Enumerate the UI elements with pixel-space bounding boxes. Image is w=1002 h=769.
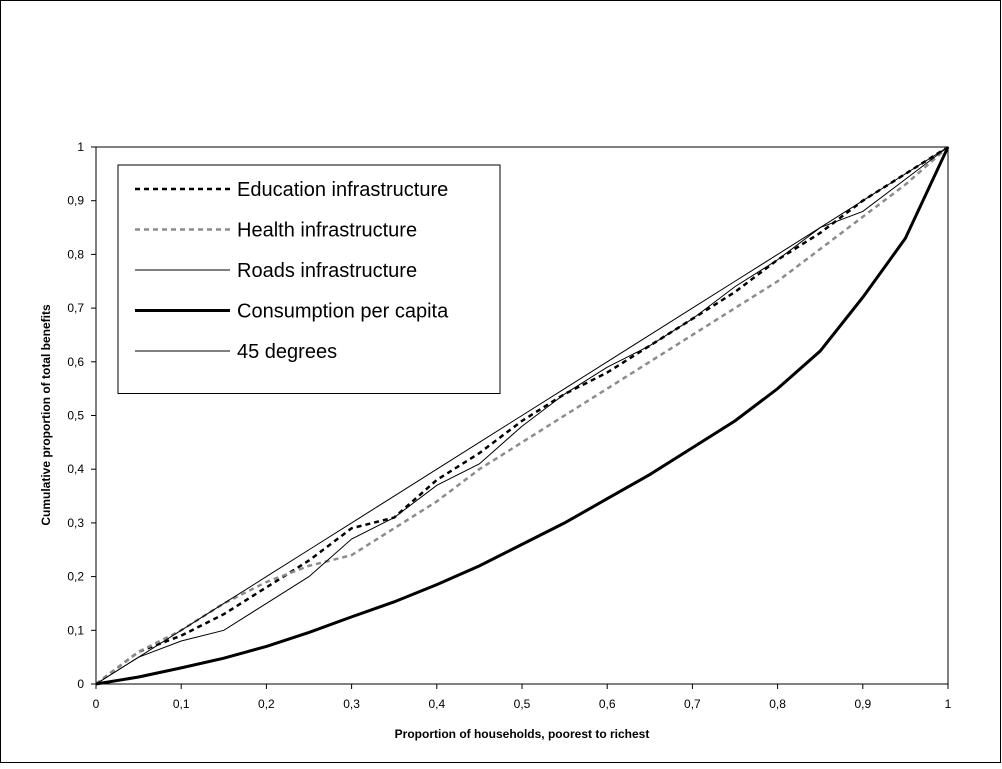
x-tick-label: 0,3 xyxy=(343,697,360,711)
y-tick-label: 0,3 xyxy=(67,516,84,530)
x-tick-label: 0,7 xyxy=(684,697,701,711)
x-tick-label: 0,8 xyxy=(769,697,786,711)
series-line xyxy=(95,146,949,685)
legend-label: 45 degrees xyxy=(237,341,337,363)
y-axis-title: Cumulative proportion of total benefits xyxy=(39,304,53,526)
x-tick-label: 0,2 xyxy=(258,697,275,711)
x-tick-label: 0,4 xyxy=(428,697,445,711)
series-line xyxy=(95,146,949,685)
y-tick-label: 1 xyxy=(77,140,84,154)
legend-label: Consumption per capita xyxy=(237,301,449,323)
y-tick-label: 0,4 xyxy=(67,462,84,476)
legend-label: Health infrastructure xyxy=(237,220,417,242)
y-tick-label: 0 xyxy=(77,677,84,691)
y-tick-label: 0,9 xyxy=(67,194,84,208)
y-tick-label: 0,7 xyxy=(67,301,84,315)
series-line xyxy=(95,146,949,685)
y-tick-label: 0,8 xyxy=(67,247,84,261)
legend-box xyxy=(117,164,501,394)
y-tick-label: 0,2 xyxy=(67,570,84,584)
x-tick-label: 0 xyxy=(93,697,100,711)
legend-label: Education infrastructure xyxy=(237,179,448,201)
y-tick-label: 0,1 xyxy=(67,623,84,637)
x-tick-label: 0,9 xyxy=(854,697,871,711)
series-line xyxy=(95,146,950,686)
x-tick-label: 0,1 xyxy=(173,697,190,711)
x-axis-title: Proportion of households, poorest to ric… xyxy=(395,727,650,741)
x-tick-label: 0,5 xyxy=(514,697,531,711)
series-line xyxy=(95,145,949,685)
x-tick-label: 0,6 xyxy=(599,697,616,711)
x-tick-label: 1 xyxy=(945,697,952,711)
y-tick-label: 0,5 xyxy=(67,409,84,423)
legend-label: Roads infrastructure xyxy=(237,260,417,282)
y-tick-label: 0,6 xyxy=(67,355,84,369)
